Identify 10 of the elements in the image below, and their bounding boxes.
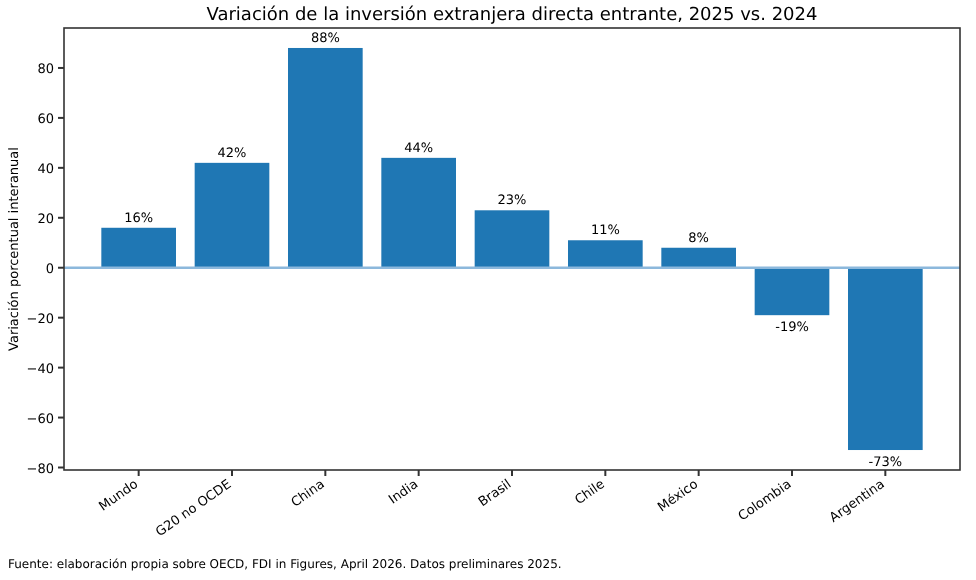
- bar: [194, 162, 270, 268]
- chart-title: Variación de la inversión extranjera directa entrante, 2025 vs. 2024: [206, 4, 819, 26]
- bar: [101, 227, 176, 268]
- bar: [754, 267, 830, 316]
- bar: [474, 210, 550, 268]
- bar: [288, 47, 363, 268]
- bar: [381, 157, 456, 268]
- bar: [661, 247, 736, 268]
- bar: [568, 240, 643, 268]
- bar: [848, 267, 923, 451]
